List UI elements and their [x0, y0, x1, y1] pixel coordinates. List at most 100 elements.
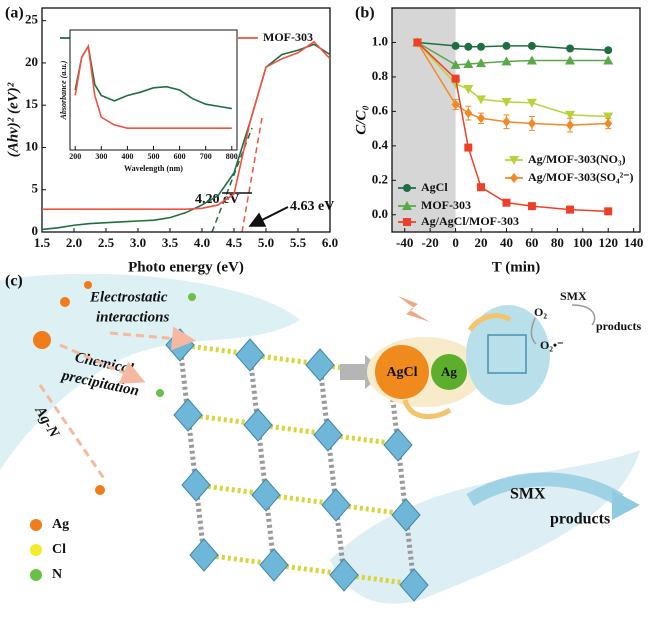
x-tick-label: 200 [69, 152, 81, 161]
marker [502, 199, 510, 207]
mechanism: interactions [96, 309, 170, 325]
legend-label: MOF-303 [263, 30, 313, 44]
species: products [550, 511, 610, 528]
x-tick-label: -40 [396, 235, 413, 250]
metal-node [322, 489, 350, 521]
x-axis-label: Photo energy (eV) [128, 259, 244, 275]
species: SMX [510, 486, 546, 503]
legend-label: Ag/MOF-303(SO₄²⁻) [528, 170, 634, 184]
species: O₂•⁻ [540, 338, 563, 352]
legend-marker [510, 173, 518, 183]
legend-marker [403, 184, 411, 192]
species: products [596, 319, 641, 333]
metal-node [260, 549, 288, 581]
metal-node [384, 429, 412, 461]
marker [604, 46, 612, 54]
n-atom [156, 389, 164, 397]
marker [502, 42, 510, 50]
figure: (c) Electrostatic interactions Chemical … [0, 0, 654, 618]
x-tick-label: 60 [525, 235, 538, 250]
page: {"chart_data": [ {"type": "line", "label… [0, 0, 654, 618]
flow-arrowhead [612, 490, 640, 520]
y-axis-label: (Ahν)² (eV)² [5, 82, 21, 157]
metal-node [236, 339, 264, 371]
y-axis-label: C/C₀ [353, 105, 369, 134]
metal-node [182, 469, 210, 501]
ag-ion [95, 485, 105, 495]
x-tick-label: 3.5 [162, 235, 179, 250]
marker [477, 113, 485, 123]
metal-node [174, 399, 202, 431]
metal-node [244, 409, 272, 441]
legend-label: Ag [52, 517, 69, 532]
light-icon [398, 296, 430, 322]
x-axis-label: T (min) [492, 259, 540, 275]
legend-label: Ag/AgCl/MOF-303 [421, 214, 519, 228]
y-tick-label: 0.0 [372, 206, 388, 221]
x-tick-label: 800 [226, 152, 238, 161]
y-tick-label: 1.0 [372, 33, 388, 48]
n-atom [188, 293, 196, 301]
x-tick-label: 500 [148, 152, 160, 161]
marker [528, 202, 536, 210]
y-tick-label: 0.4 [372, 137, 389, 152]
marker [477, 183, 485, 191]
x-tick-label: 700 [200, 152, 212, 161]
marker [452, 75, 460, 83]
marker [528, 118, 536, 128]
panel-label: (a) [5, 5, 24, 22]
species: O₂ [534, 305, 547, 319]
x-tick-label: 20 [475, 235, 488, 250]
x-tick-label: 40 [500, 235, 513, 250]
annotation: 4.63 eV [290, 199, 334, 214]
panel-label: (c) [5, 273, 23, 290]
legend-marker [403, 218, 411, 226]
particle-label: AgCl [386, 365, 417, 380]
legend-label: MOF-303 [421, 198, 471, 212]
y-tick-label: 5 [32, 181, 39, 196]
y-tick-label: 0.8 [372, 68, 389, 83]
marker [413, 38, 421, 46]
metal-node [252, 479, 280, 511]
marker [604, 118, 612, 128]
metal-node [314, 419, 342, 451]
legend-swatch [30, 519, 42, 531]
mechanism: Electrostatic [89, 289, 168, 305]
marker [566, 206, 574, 214]
x-tick-label: 3.0 [130, 235, 146, 250]
ag-ion [84, 281, 92, 289]
x-tick-label: 4.0 [194, 235, 210, 250]
y-tick-label: 20 [25, 54, 38, 69]
legend-label: Cl [52, 542, 66, 557]
metal-node [306, 349, 334, 381]
y-tick-label: 15 [25, 96, 39, 111]
y-tick-label: 0.6 [372, 102, 389, 117]
x-tick-label: 140 [624, 235, 644, 250]
legend-label: N [52, 567, 62, 582]
x-tick-label: 2.0 [66, 235, 82, 250]
x-tick-label: 4.5 [226, 235, 243, 250]
x-tick-label: 400 [121, 152, 133, 161]
marker [502, 117, 510, 127]
legend-label: AgCl [421, 180, 448, 194]
metal-node [190, 539, 218, 571]
x-tick-label: 6.0 [322, 235, 338, 250]
x-tick-label: 2.5 [98, 235, 115, 250]
ag-ion [33, 331, 51, 349]
annotation-arrow [252, 207, 288, 225]
marker [566, 120, 574, 130]
y-tick-label: 0 [32, 223, 39, 238]
y-axis-label: Absorbance (a.u.) [59, 60, 68, 120]
x-tick-label: 600 [174, 152, 186, 161]
ag-ion [60, 297, 70, 307]
marker [604, 207, 612, 215]
reaction-arrow [572, 305, 595, 325]
x-tick-label: 5.5 [290, 235, 307, 250]
legend-label: Ag/MOF-303(NO₃) [528, 152, 626, 166]
marker [452, 42, 460, 50]
tangent-line [242, 118, 262, 232]
particle-label: Ag [441, 364, 457, 379]
legend-swatch [30, 544, 42, 556]
x-axis-label: Wavelength (nm) [124, 164, 183, 173]
